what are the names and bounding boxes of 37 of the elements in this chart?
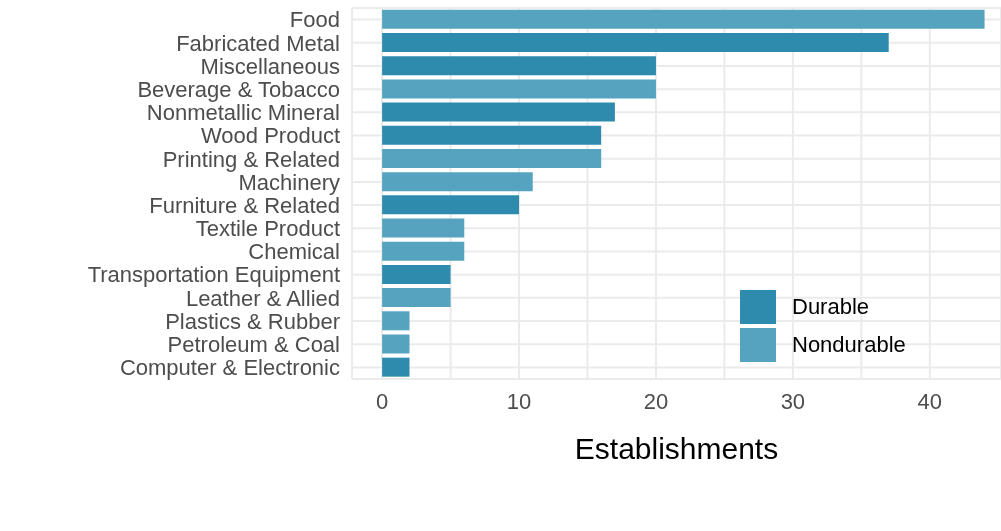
legend-label: Nondurable (791, 331, 907, 359)
bar (382, 33, 889, 53)
y-tick-label: Textile Product (195, 216, 340, 242)
bar (382, 195, 520, 215)
bar (382, 172, 533, 192)
y-tick-label: Printing & Related (162, 146, 340, 172)
y-tick-label: Food (289, 7, 340, 33)
bar (382, 9, 985, 29)
y-tick-label: Chemical (248, 239, 340, 265)
bar (382, 241, 465, 261)
bar (382, 102, 615, 122)
y-tick-label: Petroleum & Coal (167, 332, 340, 358)
bar (382, 357, 410, 377)
y-tick-label: Miscellaneous (200, 53, 340, 79)
y-tick-label: Fabricated Metal (176, 30, 340, 56)
x-tick-label: 20 (643, 388, 669, 414)
bar (382, 218, 465, 238)
y-tick-label: Transportation Equipment (87, 262, 340, 288)
x-tick-label: 10 (506, 388, 532, 414)
y-tick-label: Wood Product (200, 123, 340, 149)
x-tick-label: 30 (780, 388, 806, 414)
bar (382, 79, 656, 99)
bar (382, 148, 602, 168)
bar (382, 264, 451, 284)
y-tick-label: Beverage & Tobacco (137, 76, 340, 102)
bar (382, 288, 451, 308)
bar (382, 311, 410, 331)
y-tick-label: Computer & Electronic (119, 355, 340, 381)
bar (382, 334, 410, 354)
x-tick-label: 40 (917, 388, 943, 414)
bar (382, 56, 656, 76)
bar (382, 125, 602, 145)
x-axis-title: Establishments (574, 432, 779, 465)
x-tick-label: 0 (376, 388, 389, 414)
y-tick-label: Machinery (238, 169, 340, 195)
legend-label: Durable (791, 293, 871, 321)
y-tick-label: Plastics & Rubber (165, 308, 340, 334)
